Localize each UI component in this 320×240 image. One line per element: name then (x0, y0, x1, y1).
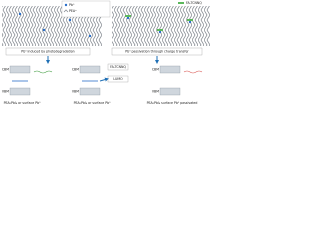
panel-label: PEA₂PbI₄ or surface Pb⁰ (4, 101, 42, 105)
panel: CBM VBM PEA₂PbI₄ or surface Pb⁰ (2, 65, 53, 105)
vbm-label: VBM (72, 90, 79, 94)
panel: CBM VBM PEA₂PbI₄ surface Pb⁰ passivated (147, 65, 203, 105)
molecules (125, 15, 193, 31)
pb0-dots (18, 12, 192, 38)
caption-left: Pb⁰ induced by photodegradation (21, 50, 74, 54)
caption-right: Pb⁰ passivation through charge transfer (125, 50, 189, 54)
cbm-label: CBM (152, 68, 159, 72)
panel-label: PEA₂PbI₄ or surface Pb⁰ (74, 101, 112, 105)
legend-pb0: Pb⁰ (69, 3, 75, 7)
panel: CBM VBM FA-TCNNQ LUMO PEA₂PbI₄ or surfac… (72, 63, 129, 105)
panel-label: PEA₂PbI₄ surface Pb⁰ passivated (147, 101, 198, 105)
layer-right (112, 6, 210, 46)
legend-molecule: FA-TCNNQ (186, 1, 202, 5)
legend-pea: PEA⁺ (69, 9, 77, 13)
caption-box (111, 47, 203, 56)
molecule-label: FA-TCNNQ (110, 65, 126, 69)
lumo-label: LUMO (113, 77, 123, 81)
legend-box (61, 0, 111, 18)
legend-pea-icon (63, 9, 69, 13)
cbm-label: CBM (72, 68, 79, 72)
vbm-label: VBM (152, 90, 159, 94)
vbm-label: VBM (2, 90, 9, 94)
legend-pb0-icon (64, 3, 68, 7)
diagram: Pb⁰ PEA⁺ FA-TCNNQ Pb⁰ induced by photode… (2, 0, 210, 105)
caption-box (5, 47, 91, 56)
cbm-label: CBM (2, 68, 9, 72)
legend-molecule-icon (178, 2, 184, 4)
